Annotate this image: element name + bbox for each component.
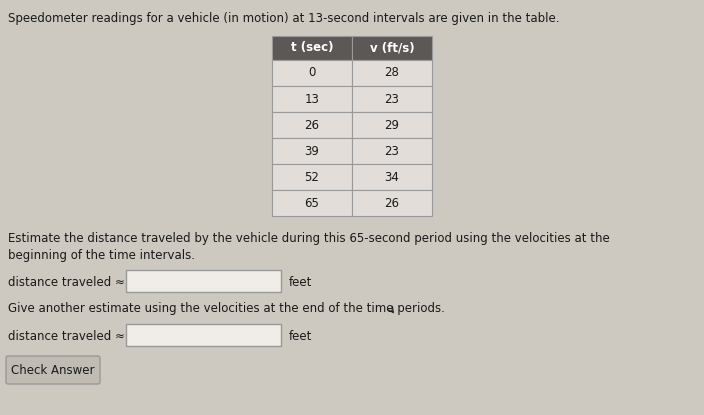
Text: 34: 34 [384,171,399,183]
FancyBboxPatch shape [352,86,432,112]
FancyBboxPatch shape [272,138,352,164]
FancyBboxPatch shape [6,356,100,384]
Text: Check Answer: Check Answer [11,364,95,376]
FancyBboxPatch shape [272,164,352,190]
Text: 26: 26 [384,196,399,210]
Text: v (ft/s): v (ft/s) [370,42,415,54]
Text: 13: 13 [305,93,320,105]
Text: Give another estimate using the velocities at the end of the time periods.: Give another estimate using the velociti… [8,302,445,315]
Text: feet: feet [289,330,313,342]
Text: distance traveled ≈: distance traveled ≈ [8,276,125,288]
Text: t (sec): t (sec) [291,42,333,54]
FancyBboxPatch shape [272,86,352,112]
FancyBboxPatch shape [272,190,352,216]
FancyBboxPatch shape [126,324,281,346]
Text: 39: 39 [305,144,320,158]
FancyBboxPatch shape [352,36,432,60]
Text: 52: 52 [305,171,320,183]
Text: 65: 65 [305,196,320,210]
FancyBboxPatch shape [352,60,432,86]
FancyBboxPatch shape [272,60,352,86]
FancyBboxPatch shape [272,36,352,60]
Text: feet: feet [289,276,313,288]
Text: 0: 0 [308,66,315,80]
Text: 23: 23 [384,93,399,105]
FancyBboxPatch shape [126,270,281,292]
Text: 28: 28 [384,66,399,80]
Text: Speedometer readings for a vehicle (in motion) at 13-second intervals are given : Speedometer readings for a vehicle (in m… [8,12,560,25]
Text: 29: 29 [384,119,399,132]
FancyBboxPatch shape [272,112,352,138]
FancyBboxPatch shape [352,190,432,216]
FancyBboxPatch shape [352,112,432,138]
FancyBboxPatch shape [352,164,432,190]
Text: distance traveled ≈: distance traveled ≈ [8,330,125,342]
FancyBboxPatch shape [352,138,432,164]
Text: 26: 26 [305,119,320,132]
Text: 23: 23 [384,144,399,158]
Text: Estimate the distance traveled by the vehicle during this 65-second period using: Estimate the distance traveled by the ve… [8,232,610,262]
